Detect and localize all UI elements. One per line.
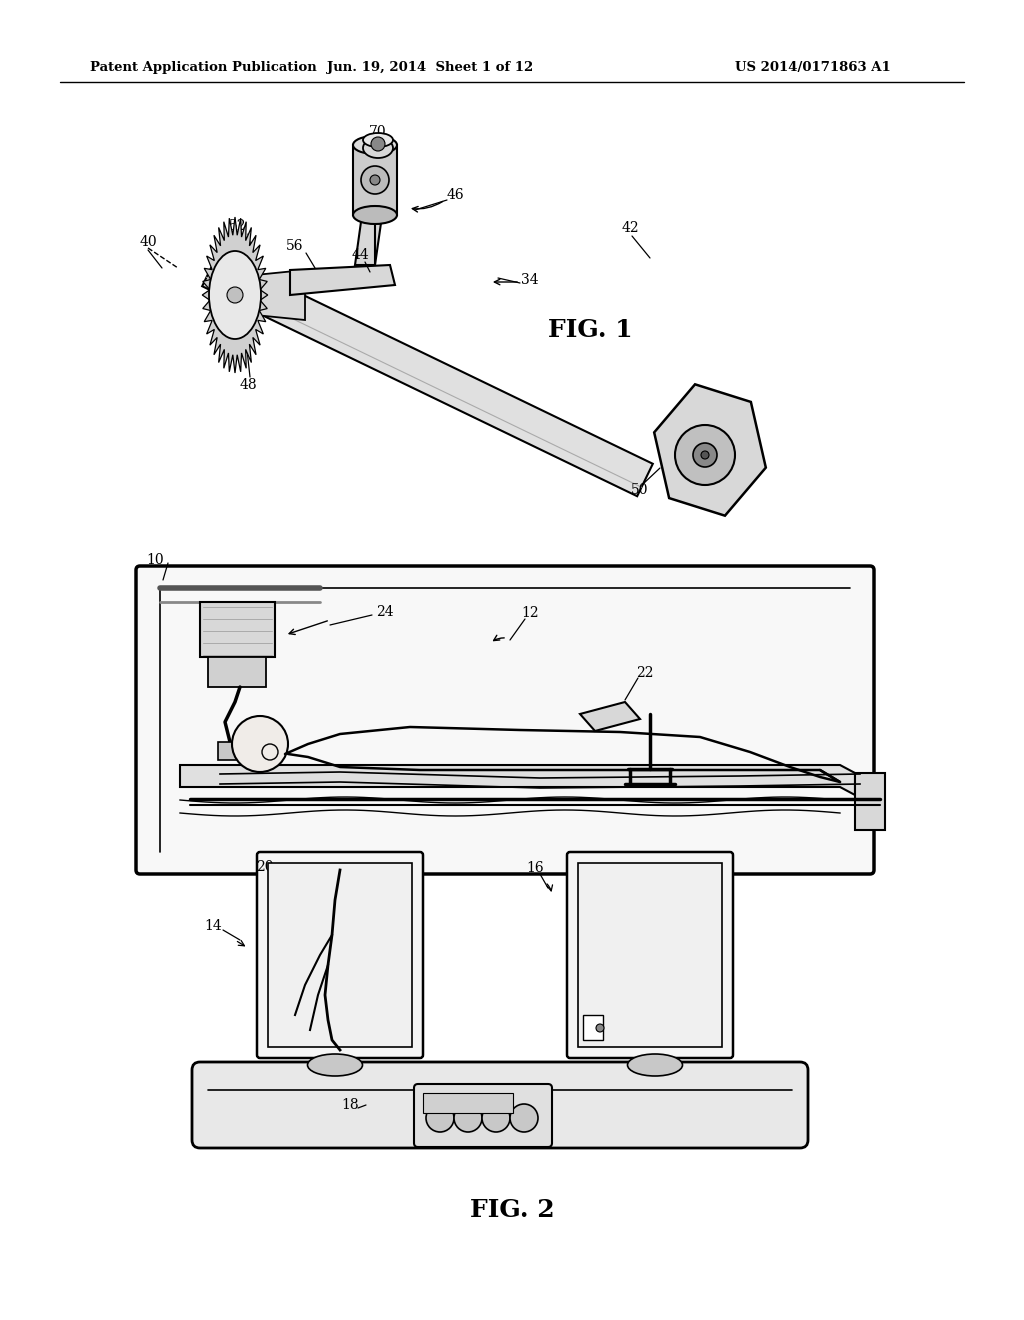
Polygon shape: [255, 271, 305, 319]
Text: 44: 44: [351, 248, 369, 261]
Text: 46: 46: [446, 187, 464, 202]
FancyBboxPatch shape: [208, 657, 266, 686]
Circle shape: [262, 744, 278, 760]
Circle shape: [596, 1024, 604, 1032]
Polygon shape: [203, 216, 267, 374]
Circle shape: [701, 451, 709, 459]
Circle shape: [510, 1104, 538, 1133]
Text: 24: 24: [376, 605, 394, 619]
Text: FIG. 1: FIG. 1: [548, 318, 632, 342]
Polygon shape: [355, 193, 385, 265]
FancyBboxPatch shape: [218, 742, 240, 760]
Circle shape: [232, 715, 288, 772]
FancyBboxPatch shape: [414, 1084, 552, 1147]
Circle shape: [426, 1104, 454, 1133]
Circle shape: [370, 176, 380, 185]
Circle shape: [371, 137, 385, 150]
Circle shape: [482, 1104, 510, 1133]
Ellipse shape: [362, 139, 393, 158]
FancyBboxPatch shape: [423, 1093, 513, 1113]
Polygon shape: [580, 702, 640, 731]
Polygon shape: [353, 145, 397, 215]
Ellipse shape: [353, 206, 397, 224]
Polygon shape: [202, 253, 653, 496]
Text: 18: 18: [341, 1098, 358, 1111]
Circle shape: [227, 286, 243, 304]
Text: 10: 10: [146, 553, 164, 568]
Circle shape: [454, 1104, 482, 1133]
Text: US 2014/0171863 A1: US 2014/0171863 A1: [735, 62, 891, 74]
Ellipse shape: [362, 133, 393, 147]
Text: 70: 70: [370, 125, 387, 139]
FancyBboxPatch shape: [136, 566, 874, 874]
Text: 34: 34: [521, 273, 539, 286]
FancyBboxPatch shape: [257, 851, 423, 1059]
FancyBboxPatch shape: [578, 863, 722, 1047]
Text: 40: 40: [139, 235, 157, 249]
Circle shape: [693, 444, 717, 467]
Polygon shape: [855, 774, 885, 830]
Ellipse shape: [209, 251, 261, 339]
Circle shape: [675, 425, 735, 484]
Text: 14: 14: [204, 919, 222, 933]
Text: 16: 16: [526, 861, 544, 875]
Text: 42: 42: [622, 220, 639, 235]
FancyBboxPatch shape: [567, 851, 733, 1059]
Text: 20: 20: [256, 861, 273, 874]
Ellipse shape: [353, 136, 397, 154]
Text: 50: 50: [631, 483, 649, 498]
Text: Jun. 19, 2014  Sheet 1 of 12: Jun. 19, 2014 Sheet 1 of 12: [327, 62, 534, 74]
FancyBboxPatch shape: [583, 1015, 603, 1040]
Ellipse shape: [307, 1053, 362, 1076]
Text: 48: 48: [240, 378, 257, 392]
Polygon shape: [654, 384, 766, 516]
Text: 52: 52: [229, 219, 247, 234]
Polygon shape: [290, 265, 395, 294]
FancyBboxPatch shape: [200, 602, 275, 657]
Text: 56: 56: [287, 239, 304, 253]
Ellipse shape: [628, 1053, 683, 1076]
Polygon shape: [180, 766, 855, 795]
Text: Patent Application Publication: Patent Application Publication: [90, 62, 316, 74]
Text: 12: 12: [521, 606, 539, 620]
FancyBboxPatch shape: [268, 863, 412, 1047]
Text: FIG. 2: FIG. 2: [470, 1199, 554, 1222]
FancyBboxPatch shape: [193, 1063, 808, 1148]
Text: 22: 22: [636, 667, 653, 680]
Circle shape: [361, 166, 389, 194]
